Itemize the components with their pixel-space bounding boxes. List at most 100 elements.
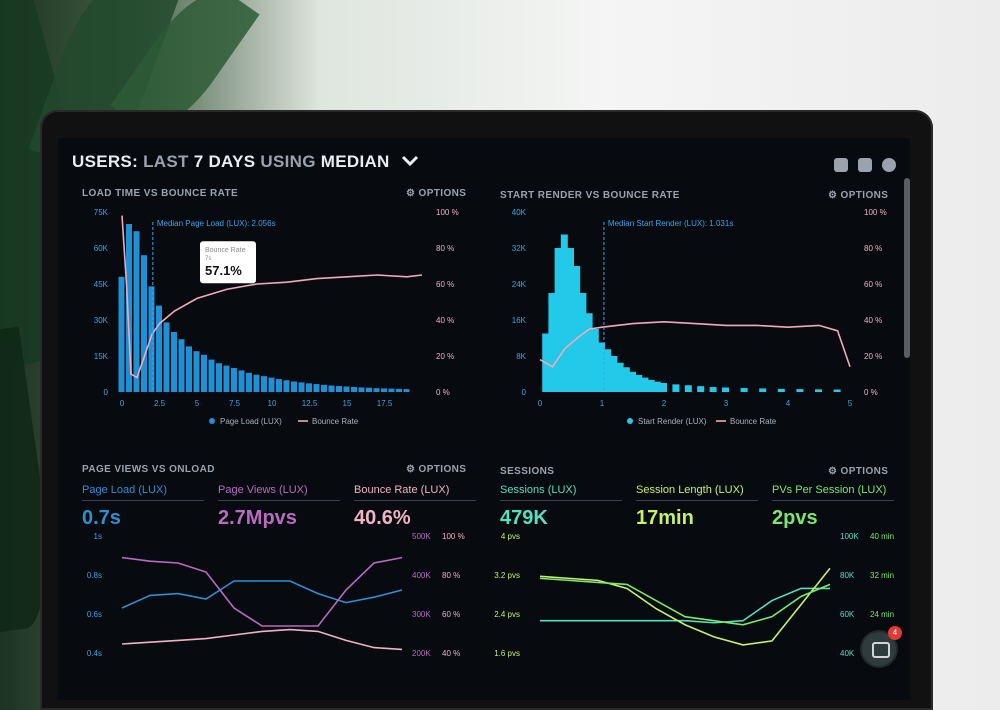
metric-divider (354, 500, 476, 501)
y-tick-left: 40K (512, 208, 527, 217)
help-icon[interactable] (882, 158, 896, 172)
metric-card[interactable]: Sessions (LUX) 479K (500, 484, 622, 530)
panel-title-sessions: SESSIONS (500, 466, 555, 477)
share-icon[interactable] (858, 158, 872, 172)
histogram-bar (261, 376, 267, 392)
y-tick-mid: 40K (840, 649, 855, 658)
histogram-bar (684, 385, 692, 392)
legend-bar-swatch (209, 418, 215, 424)
metric-value: 40.6% (354, 507, 411, 529)
histogram-bar (647, 379, 655, 392)
chat-icon (872, 642, 890, 658)
x-tick: 12.5 (302, 399, 318, 408)
histogram-bar (253, 374, 260, 392)
histogram-bar (291, 381, 297, 392)
tooltip-label: Bounce Rate (205, 247, 246, 254)
x-tick: 1 (600, 399, 605, 408)
histogram-bar (653, 381, 661, 392)
histogram-bar (171, 332, 177, 392)
series-line (539, 577, 831, 626)
metric-card[interactable]: Page Views (LUX) 2.7Mpvs (218, 484, 340, 530)
scrollbar[interactable] (904, 178, 910, 358)
legend-line-label: Bounce Rate (730, 417, 777, 426)
title-users: USERS: (72, 152, 139, 171)
options-button-page-views[interactable]: ⚙ OPTIONS (406, 464, 467, 475)
metric-label: Sessions (LUX) (500, 484, 577, 496)
tooltip-box (200, 241, 256, 284)
histogram-bar (268, 377, 275, 392)
series-line (539, 567, 831, 646)
histogram-bar (321, 384, 327, 392)
histogram-bar (635, 374, 643, 392)
y-tick-mid: 200K (412, 649, 431, 658)
metric-value: 2pvs (772, 507, 818, 529)
y-tick-right: 0 % (864, 388, 878, 397)
dashboard-title[interactable]: USERS: LAST 7 DAYS USING MEDIAN (72, 152, 419, 172)
y-tick-left: 1s (94, 532, 102, 541)
y-tick-left: 2.4 pvs (494, 610, 520, 619)
y-tick-right: 0 % (436, 388, 450, 397)
y-tick-mid: 400K (412, 571, 431, 580)
histogram-bar (351, 386, 357, 392)
histogram-bar (358, 387, 365, 392)
legend-bar-swatch (627, 418, 633, 424)
metric-divider (772, 500, 894, 501)
x-tick: 0 (538, 399, 543, 408)
y-tick-left: 30K (94, 316, 109, 325)
histogram-bar (641, 377, 649, 392)
histogram-bar (381, 388, 387, 392)
start-render-chart: 40K 32K 24K 16K 8K 0 100 % 80 % 60 % 40 % 20 % 0 % 0… (512, 208, 887, 426)
x-tick: 10 (268, 399, 277, 408)
histogram-bar (163, 322, 170, 392)
y-tick-left: 3.2 pvs (494, 571, 520, 580)
title-median: MEDIAN (320, 152, 390, 171)
load-time-chart: 75K 60K 45K 30K 15K 0 100 % 80 % 60 % 40 % 20 % 0 %… (94, 208, 459, 426)
y-tick-mid: 300K (412, 610, 431, 619)
options-button-load-time[interactable]: ⚙ OPTIONS (406, 188, 467, 199)
histogram-bar (672, 384, 680, 392)
y-tick-right: 40 % (442, 649, 460, 658)
options-button-start-render[interactable]: ⚙ OPTIONS (828, 190, 889, 201)
chevron-down-icon[interactable] (401, 152, 419, 172)
x-tick: 2 (662, 399, 667, 408)
metric-divider (500, 500, 622, 501)
histogram-bar (373, 388, 380, 392)
y-tick-left: 1.6 pvs (494, 649, 520, 658)
histogram-bar (126, 224, 132, 392)
y-tick-left: 0.8s (87, 571, 102, 580)
histogram-bar (660, 383, 667, 392)
histogram-bar (118, 276, 125, 392)
options-button-sessions[interactable]: ⚙ OPTIONS (828, 466, 889, 477)
bounce-rate-line (539, 320, 851, 368)
histogram-bar (306, 383, 312, 392)
histogram-bar (777, 388, 785, 392)
x-tick: 3 (724, 399, 729, 408)
histogram-bar (560, 234, 568, 392)
metric-card[interactable]: PVs Per Session (LUX) 2pvs (772, 484, 894, 530)
histogram-bar (585, 313, 593, 392)
metric-card[interactable]: Bounce Rate (LUX) 40.6% (354, 484, 476, 530)
y-tick-left: 8K (516, 352, 526, 361)
histogram-bar (298, 382, 305, 392)
y-tick-left: 15K (94, 352, 109, 361)
metric-card[interactable]: Session Length (LUX) 17min (636, 484, 758, 530)
monitor-icon[interactable] (834, 158, 848, 172)
x-tick: 5 (848, 399, 853, 408)
metric-value: 0.7s (82, 507, 121, 529)
y-tick-right: 80 % (442, 571, 460, 580)
metric-card[interactable]: Page Load (LUX) 0.7s (82, 484, 204, 530)
series-line (121, 556, 403, 627)
histogram-bar (598, 342, 605, 392)
series-line (540, 587, 830, 624)
chat-launcher-button[interactable]: 4 (862, 626, 902, 666)
histogram-bar (740, 387, 748, 392)
metric-value: 2.7Mpvs (218, 507, 297, 529)
y-tick-right: 20 % (436, 352, 454, 361)
bounce-rate-line (121, 215, 423, 379)
title-using: USING (260, 152, 316, 171)
y-tick-right: 24 min (870, 610, 894, 619)
page-views-chart: 1s 0.8s 0.6s 0.4s 500K 400K 300K 200K 100 % 80 % 6… (87, 532, 465, 658)
histogram-bar (178, 339, 185, 392)
y-tick-right: 32 min (870, 571, 894, 580)
histogram-bar (231, 368, 237, 392)
